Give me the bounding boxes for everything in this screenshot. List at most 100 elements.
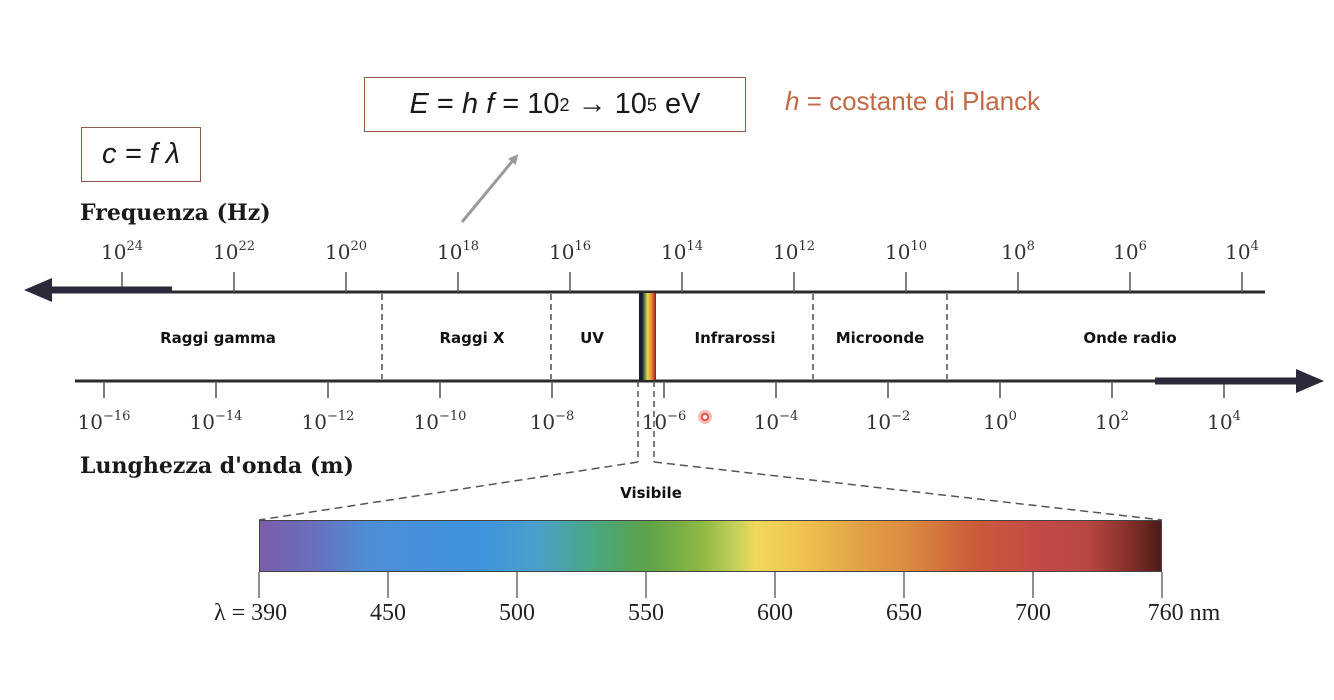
tick-exponent: 0 <box>1008 409 1017 424</box>
wavelength-tick-label: 102 <box>1095 410 1129 434</box>
frequency-tick-label: 108 <box>1001 240 1035 264</box>
tick-base: 10 <box>1225 240 1251 264</box>
wavelength-tick-label: 10−16 <box>78 410 131 434</box>
tick-exponent: −16 <box>103 409 131 424</box>
visible-nm-label: λ = 390 <box>214 600 288 626</box>
tick-exponent: 12 <box>798 239 815 254</box>
tick-base: 10 <box>437 240 463 264</box>
pointer-arrow <box>460 154 519 223</box>
band-label: Microonde <box>835 329 925 347</box>
planck-symbol: h <box>785 86 800 116</box>
visible-label: Visibile <box>620 484 682 502</box>
tick-exponent: 16 <box>574 239 591 254</box>
visible-band-strip <box>639 293 656 380</box>
tick-base: 10 <box>661 240 687 264</box>
tick-base: 10 <box>213 240 239 264</box>
wavelength-tick-label: 10−4 <box>754 410 799 434</box>
tick-exponent: −6 <box>667 409 687 424</box>
wavelength-axis-title: Lunghezza d'onda (m) <box>80 453 354 479</box>
planck-symbol: h <box>461 88 479 120</box>
visible-nm-label: 450 <box>370 600 406 626</box>
frequency-symbol: f <box>149 138 158 170</box>
wavelength-tick-label: 100 <box>983 410 1017 434</box>
frequency-tick-label: 1022 <box>213 240 255 264</box>
frequency-symbol: f <box>486 88 495 120</box>
visible-nm-label: 550 <box>628 600 664 626</box>
tick-base: 10 <box>865 410 892 434</box>
visible-nm-label: 700 <box>1015 600 1051 626</box>
visible-zoom-right-line <box>653 461 1163 521</box>
tick-base: 10 <box>983 410 1009 434</box>
tick-exponent: −10 <box>439 409 467 424</box>
tick-base: 10 <box>413 410 440 434</box>
tick-base: 10 <box>549 240 575 264</box>
tick-base: 10 <box>101 240 127 264</box>
tick-base: 10 <box>1001 240 1027 264</box>
visible-nm-label: 650 <box>886 600 922 626</box>
tick-exponent: 20 <box>350 239 367 254</box>
tick-exponent: −14 <box>215 409 243 424</box>
wavelength-tick-label: 104 <box>1207 410 1241 434</box>
tick-base: 10 <box>1113 240 1139 264</box>
wave-formula-box: c = f λ <box>81 127 201 182</box>
planck-text: = costante di Planck <box>799 86 1041 116</box>
frequency-tick-label: 1024 <box>101 240 143 264</box>
band-dividers <box>381 294 948 379</box>
visible-nm-label: 600 <box>757 600 793 626</box>
visible-nm-label: 760 nm <box>1147 600 1221 626</box>
tick-exponent: 10 <box>910 239 927 254</box>
tick-exponent: 24 <box>126 239 143 254</box>
wavelength-ticks <box>103 381 1225 398</box>
frequency-direction-arrow-head <box>24 278 52 302</box>
tick-base: 10 <box>641 410 668 434</box>
wavelength-tick-label: 10−12 <box>302 410 355 434</box>
frequency-tick-label: 1012 <box>773 240 815 264</box>
equals-sign: = <box>116 138 150 170</box>
wavelength-tick-label: 10−2 <box>866 410 911 434</box>
tick-exponent: 14 <box>686 239 703 254</box>
visible-nm-label: 500 <box>499 600 535 626</box>
energy-symbol: E <box>409 88 429 120</box>
frequency-tick-label: 1020 <box>325 240 367 264</box>
band-label: Onde radio <box>1083 329 1177 347</box>
visible-nm-ticks <box>258 572 1163 598</box>
tick-exponent: −4 <box>779 409 799 424</box>
wavelength-tick-label: 10−8 <box>530 410 575 434</box>
tick-exponent: 18 <box>462 239 479 254</box>
wavelength-tick-label: 10−6 <box>642 410 687 434</box>
tick-base: 10 <box>773 240 799 264</box>
tick-base: 10 <box>77 410 104 434</box>
frequency-ticks <box>121 272 1243 292</box>
tick-base: 10 <box>885 240 911 264</box>
visible-spectrum-bar <box>259 520 1162 572</box>
energy-unit: eV <box>656 88 701 120</box>
tick-base: 10 <box>753 410 780 434</box>
frequency-tick-label: 1016 <box>549 240 591 264</box>
band-label: Raggi X <box>439 329 505 347</box>
wavelength-symbol: λ <box>165 138 180 170</box>
frequency-tick-label: 1014 <box>661 240 703 264</box>
band-label: UV <box>580 329 604 347</box>
band-label: Infrarossi <box>694 329 776 347</box>
planck-note: h = costante di Planck <box>785 86 1040 117</box>
wavelength-direction-arrow-head <box>1296 369 1324 393</box>
visible-zoom-left-line <box>258 461 639 521</box>
tick-exponent: 6 <box>1138 239 1147 254</box>
light-speed-symbol: c <box>102 138 117 170</box>
tick-base: 10 <box>301 410 328 434</box>
tick-exponent: 4 <box>1250 239 1259 254</box>
tick-base: 10 <box>1207 410 1233 434</box>
frequency-tick-label: 104 <box>1225 240 1259 264</box>
tick-exponent: 4 <box>1232 409 1241 424</box>
tick-exponent: 2 <box>1120 409 1129 424</box>
frequency-axis-title: Frequenza (Hz) <box>80 200 271 226</box>
frequency-tick-label: 106 <box>1113 240 1147 264</box>
wavelength-tick-label: 10−14 <box>190 410 243 434</box>
tick-exponent: −12 <box>327 409 355 424</box>
frequency-tick-label: 1018 <box>437 240 479 264</box>
tick-exponent: −8 <box>555 409 575 424</box>
band-label: Raggi gamma <box>160 329 276 347</box>
energy-arrow: → 10 <box>569 88 647 120</box>
frequency-tick-label: 1010 <box>885 240 927 264</box>
tick-base: 10 <box>529 410 556 434</box>
